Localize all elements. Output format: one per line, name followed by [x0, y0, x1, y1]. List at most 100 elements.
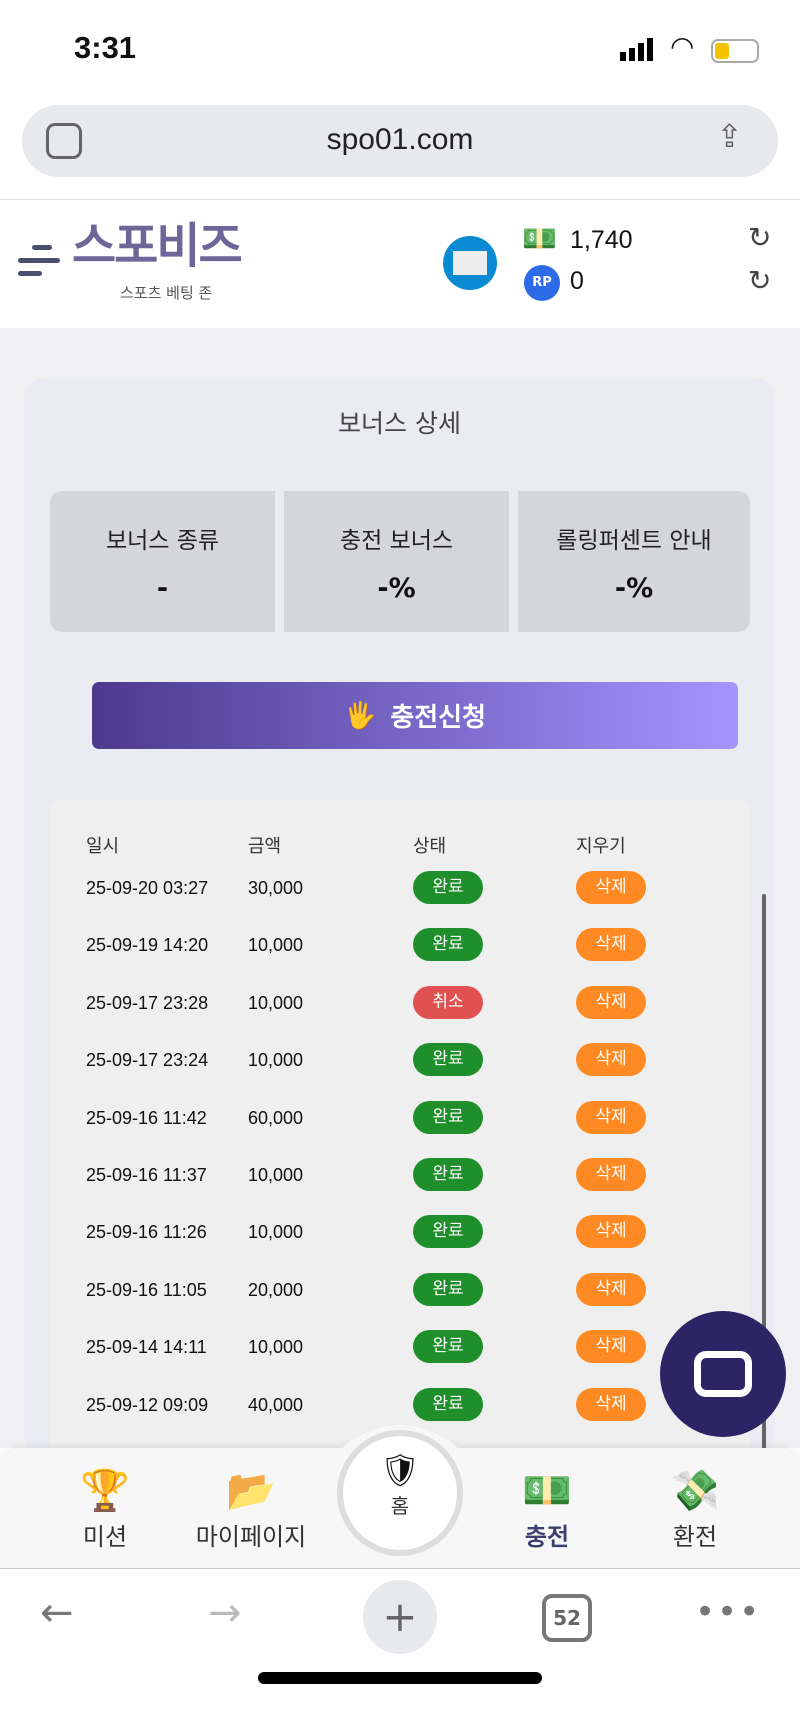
delete-button[interactable]: 삭제 [576, 1387, 646, 1421]
delete-button[interactable]: 삭제 [576, 928, 646, 962]
row-date: 25-09-20 03:27 [86, 878, 209, 898]
nav-charge[interactable]: 💵 충전 [482, 1465, 612, 1552]
camera-search-icon[interactable] [46, 123, 82, 159]
label: 충전 보너스 [339, 528, 454, 554]
value: - [156, 573, 169, 604]
signal-icon [620, 38, 653, 61]
hand-money-icon: 🖐 [343, 700, 377, 731]
row-amount: 10,000 [248, 1222, 304, 1243]
rp-balance: 0 [570, 267, 584, 295]
status-badge: 완료 [413, 1387, 483, 1421]
row-amount: 10,000 [248, 1050, 304, 1071]
forward-icon[interactable]: → [208, 1590, 242, 1636]
wifi-icon: ◠ [670, 30, 695, 63]
row-amount: 10,000 [248, 935, 304, 956]
label: 환전 [672, 1523, 718, 1551]
col-delete: 지우기 [576, 836, 626, 857]
delete-button[interactable]: 삭제 [576, 1272, 646, 1306]
row-amount: 10,000 [248, 1165, 304, 1185]
status-badge: 완료 [413, 871, 483, 904]
row-date: 25-09-16 11:05 [86, 1279, 207, 1300]
row-date: 25-09-17 23:24 [86, 1050, 209, 1071]
money-icon: 💵 [522, 222, 557, 255]
chat-icon [694, 1351, 752, 1397]
status-badge: 완료 [413, 1215, 483, 1249]
value: -% [614, 573, 654, 604]
delete-button[interactable]: 삭제 [576, 1043, 646, 1077]
status-badge: 완료 [413, 1158, 483, 1191]
logo[interactable]: 스포비즈 [72, 218, 243, 274]
chat-button[interactable] [660, 1311, 786, 1437]
row-amount: 10,000 [248, 1337, 304, 1358]
folder-icon: 📂 [226, 1468, 276, 1514]
more-icon[interactable]: ••• [695, 1592, 762, 1632]
status-badge: 완료 [413, 1330, 483, 1364]
charge-bonus-box: 충전 보너스 -% [284, 491, 509, 632]
value: -% [377, 573, 416, 604]
nav-home[interactable]: 🛡 홈 [337, 1430, 463, 1556]
nav-exchange[interactable]: 💸 환전 [630, 1465, 760, 1552]
label: 미션 [82, 1523, 128, 1551]
clock: 3:31 [74, 30, 137, 65]
status-badge: 완료 [413, 928, 483, 962]
back-icon[interactable]: ← [40, 1590, 74, 1636]
label: 롤링퍼센트 안내 [556, 528, 712, 554]
row-date: 25-09-16 11:42 [86, 1107, 207, 1128]
withdraw-icon: 💸 [670, 1468, 720, 1514]
address-bar[interactable]: spo01.com ⇪ [22, 105, 778, 177]
col-status: 상태 [413, 836, 447, 857]
rolling-percent-box: 롤링퍼센트 안내 -% [518, 491, 750, 632]
label: 홈 [390, 1494, 410, 1518]
status-badge: 완료 [413, 1043, 483, 1077]
nav-mission[interactable]: 🏆 미션 [40, 1465, 170, 1552]
trophy-icon: 🏆 [80, 1468, 130, 1514]
deposit-icon: 💵 [522, 1468, 572, 1514]
delete-button[interactable]: 삭제 [576, 985, 646, 1019]
row-amount: 10,000 [248, 992, 304, 1013]
row-date: 25-09-19 14:20 [86, 935, 209, 956]
nav-mypage[interactable]: 📂 마이페이지 [186, 1465, 316, 1552]
mail-icon[interactable] [443, 236, 497, 290]
row-date: 25-09-17 23:28 [86, 992, 209, 1013]
row-date: 25-09-12 09:09 [86, 1394, 209, 1415]
row-amount: 60,000 [248, 1107, 304, 1128]
col-date: 일시 [86, 836, 120, 857]
row-date: 25-09-16 11:37 [86, 1165, 207, 1185]
status-badge: 완료 [413, 1272, 483, 1306]
row-date: 25-09-16 11:26 [86, 1222, 207, 1243]
refresh-money-icon[interactable]: ↻ [748, 221, 772, 254]
rp-icon: RP [524, 265, 560, 301]
status-badge: 취소 [413, 985, 483, 1019]
share-icon[interactable]: ⇪ [716, 117, 743, 155]
status-badge: 완료 [413, 1100, 483, 1134]
logo-subtitle: 스포츠 베팅 존 [120, 284, 213, 302]
col-amount: 금액 [248, 836, 282, 857]
new-tab-button[interactable]: + [363, 1580, 437, 1654]
home-logo-icon: 🛡 [379, 1451, 421, 1489]
refresh-rp-icon[interactable]: ↻ [748, 264, 772, 297]
menu-icon[interactable] [18, 245, 60, 276]
url-text[interactable]: spo01.com [326, 123, 474, 156]
label: 마이페이지 [195, 1523, 307, 1551]
bonus-type-box: 보너스 종류 - [50, 491, 275, 632]
tabs-button[interactable]: 52 [542, 1594, 592, 1642]
delete-button[interactable]: 삭제 [576, 1100, 646, 1134]
row-date: 25-09-14 14:11 [86, 1337, 207, 1358]
label: 충전 [524, 1523, 570, 1551]
site-header: 스포비즈 스포츠 베팅 존 💵 1,740 RP 0 ↻ ↻ [0, 199, 800, 328]
home-indicator [258, 1672, 542, 1684]
status-bar: 3:31 ◠ [0, 0, 800, 100]
delete-button[interactable]: 삭제 [576, 871, 646, 904]
row-amount: 40,000 [248, 1394, 304, 1415]
row-amount: 20,000 [248, 1279, 304, 1300]
scrollbar[interactable] [762, 894, 766, 1450]
charge-label: 충전신청 [390, 703, 487, 733]
delete-button[interactable]: 삭제 [576, 1158, 646, 1191]
delete-button[interactable]: 삭제 [576, 1330, 646, 1364]
label: 보너스 종류 [105, 528, 220, 554]
row-amount: 30,000 [248, 878, 304, 898]
delete-button[interactable]: 삭제 [576, 1215, 646, 1249]
money-balance: 1,740 [570, 226, 633, 254]
bonus-title: 보너스 상세 [338, 409, 461, 438]
charge-request-button[interactable]: 🖐 충전신청 [92, 682, 738, 749]
